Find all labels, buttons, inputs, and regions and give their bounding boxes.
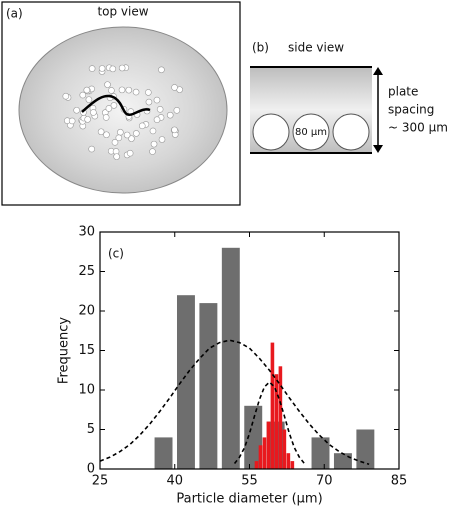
particle [153, 96, 161, 104]
particle [128, 135, 135, 142]
x-tick-label: 55 [241, 474, 258, 489]
bar [282, 429, 287, 469]
bar [176, 295, 195, 469]
y-tick-label: 0 [87, 462, 95, 477]
particle [111, 139, 119, 146]
y-tick-label: 15 [78, 343, 95, 358]
trajectory [81, 94, 151, 116]
particle [102, 114, 110, 121]
y-tick-label: 5 [87, 422, 95, 437]
bar [254, 461, 259, 469]
y-tick-label: 10 [78, 383, 95, 398]
panel-label: (c) [108, 247, 124, 261]
particle [109, 65, 117, 73]
particle [132, 88, 140, 96]
particle [158, 136, 166, 143]
particle [90, 109, 97, 116]
bar [262, 437, 267, 469]
y-tick-label: 20 [78, 304, 95, 319]
particle [123, 131, 131, 139]
particle [73, 106, 80, 114]
particle [84, 116, 91, 123]
panel-label: (b) [252, 41, 269, 55]
particle [115, 134, 123, 142]
panel-title: top view [97, 5, 148, 19]
particle [98, 65, 106, 72]
bar [258, 445, 263, 469]
particle [171, 126, 178, 134]
panel-title: side view [288, 41, 344, 55]
spacing-label: ~ 300 µm [388, 121, 448, 135]
particle [126, 149, 134, 157]
particle [79, 91, 87, 99]
particle [62, 92, 70, 100]
bar [356, 429, 375, 469]
particle [149, 148, 156, 155]
particle [150, 140, 158, 148]
x-axis-label: Particle diameter (µm) [176, 492, 322, 507]
particle [138, 122, 146, 130]
y-axis-label: Frequency [57, 317, 72, 384]
bar [290, 461, 295, 469]
particle [83, 86, 91, 94]
particle [108, 87, 115, 94]
bar [278, 366, 283, 469]
bar [311, 437, 330, 469]
particle [153, 116, 161, 123]
y-tick-label: 30 [78, 225, 95, 240]
particle [156, 106, 164, 113]
particle [145, 98, 153, 106]
particle-label: 80 µm [295, 127, 327, 138]
particle [88, 65, 96, 72]
bar [274, 374, 279, 469]
spacing-label: plate [388, 85, 418, 99]
particle [117, 128, 124, 136]
x-tick-label: 70 [316, 474, 333, 489]
particle [145, 89, 152, 96]
particle [149, 127, 157, 135]
particle [173, 107, 181, 114]
particle [292, 113, 330, 151]
panel-label: (a) [6, 7, 23, 21]
particle [113, 153, 120, 160]
bar [333, 453, 352, 469]
bar [154, 437, 173, 469]
particle [252, 113, 290, 151]
particle [97, 128, 105, 136]
particle [118, 86, 126, 94]
bar [266, 421, 271, 469]
x-tick-label: 40 [166, 474, 183, 489]
bar [286, 453, 291, 469]
bar [270, 342, 275, 469]
particle [85, 96, 93, 103]
bar [221, 247, 240, 469]
particle [110, 102, 118, 109]
bar [199, 303, 218, 469]
x-tick-label: 25 [92, 474, 109, 489]
particle [125, 86, 133, 94]
particle [105, 105, 113, 112]
particle [133, 130, 140, 137]
x-tick-label: 85 [391, 474, 408, 489]
fit-curve [233, 380, 305, 464]
particle [166, 111, 174, 119]
particle [68, 117, 76, 125]
particle [103, 131, 110, 139]
particle [118, 64, 126, 72]
particle [171, 84, 178, 91]
particle [88, 145, 95, 153]
panel-c: 0 5 10 15 20 25 30 25 40 55 70 85 Particle diameter … [57, 225, 408, 507]
bar [244, 405, 263, 469]
panel-a: (a) top view [1, 1, 241, 206]
panel-b: 80 µm (b) side view plate spacing ~ 300 … [250, 41, 448, 154]
y-tick-label: 25 [78, 264, 95, 279]
particle [158, 66, 165, 74]
particle [104, 81, 111, 88]
particle [332, 113, 370, 151]
spacing-label: spacing [388, 103, 434, 117]
